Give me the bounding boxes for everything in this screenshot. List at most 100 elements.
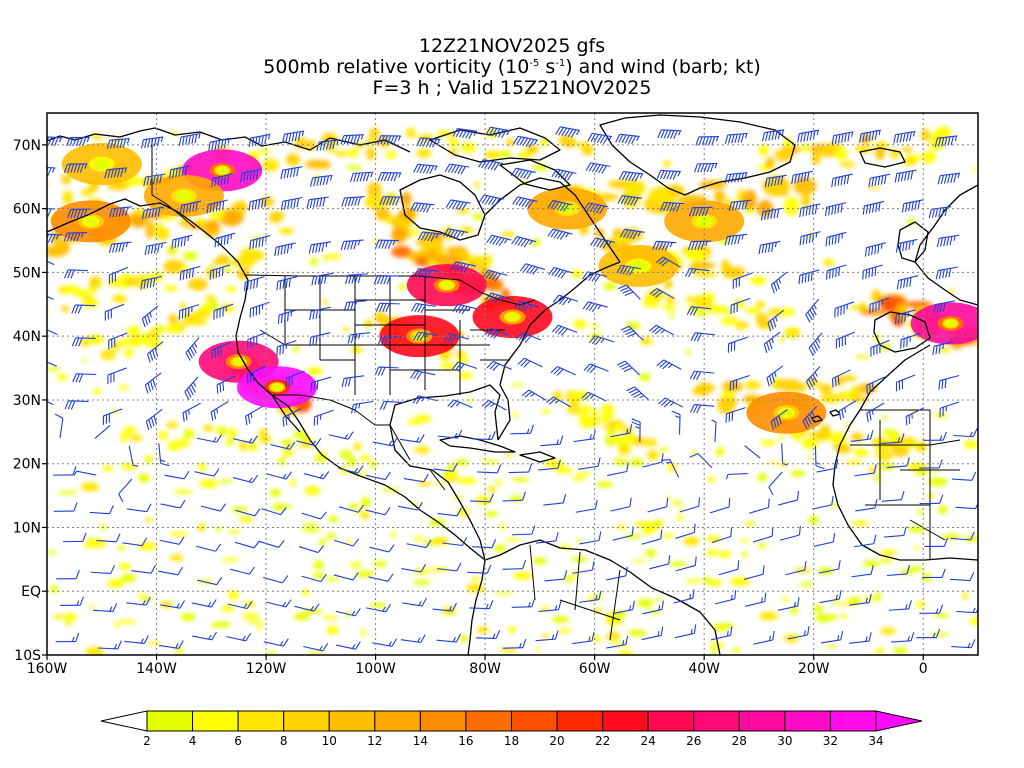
vorticity-cell (601, 424, 616, 430)
wind-barb (227, 600, 253, 610)
wind-barb (333, 538, 360, 547)
vorticity-cell (58, 238, 71, 255)
colorbar-label: 20 (549, 734, 564, 748)
vorticity-cell (572, 476, 586, 481)
vorticity-cell (194, 218, 206, 226)
vorticity-cell (198, 462, 206, 472)
vorticity-cell (210, 210, 225, 220)
wind-barb (851, 565, 874, 578)
vorticity-cell (311, 572, 326, 579)
vorticity-cell (117, 545, 126, 551)
vorticity-cell (882, 429, 898, 436)
vorticity-cell (182, 251, 198, 261)
wind-barb (159, 536, 185, 545)
vorticity-cell (719, 550, 732, 558)
coastline-europe-north (914, 184, 978, 306)
vorticity-cell (443, 476, 451, 484)
vorticity-cell (891, 447, 910, 457)
colorbar-under-triangle (100, 710, 148, 732)
wind-barb (335, 641, 361, 650)
vorticity-cell (532, 557, 547, 565)
vorticity-cell (493, 591, 514, 595)
wind-barb (787, 626, 810, 640)
state-lines-central (355, 276, 460, 395)
vorticity-cell (356, 509, 363, 515)
vorticity-cell (826, 644, 838, 649)
vorticity-cell (174, 647, 184, 654)
vorticity-cell (779, 461, 788, 468)
wind-barb (301, 511, 327, 520)
vorticity-max-11 (780, 408, 793, 417)
wind-barb (160, 600, 185, 609)
vorticity-cell (579, 405, 593, 413)
colorbar-label: 28 (732, 734, 747, 748)
wind-barb (397, 502, 423, 511)
vorticity-cell (471, 576, 480, 581)
vorticity-cell (525, 144, 539, 155)
wind-barb (579, 590, 602, 603)
wind-barb (158, 566, 184, 576)
vorticity-cell (486, 486, 497, 493)
vorticity-cell (187, 277, 208, 291)
wind-barb (642, 600, 664, 615)
wind-barb (437, 507, 462, 517)
vorticity-cell (417, 481, 432, 487)
vorticity-cell (558, 628, 571, 634)
vorticity-cell (373, 311, 386, 321)
wind-barb (924, 537, 949, 547)
vorticity-cell (180, 613, 196, 622)
vorticity-cell (790, 383, 807, 392)
vorticity-cell (281, 438, 294, 447)
vorticity-cell (655, 519, 663, 528)
vorticity-cell (372, 560, 388, 567)
colorbar-segment (237, 710, 285, 732)
wind-barb (294, 603, 320, 612)
vorticity-cell (642, 524, 658, 532)
vorticity-cell (269, 211, 285, 220)
wind-barb (159, 640, 184, 649)
vorticity-cell (323, 298, 328, 306)
vorticity-cell (685, 350, 692, 355)
vorticity-cell (934, 126, 952, 139)
wind-barb (333, 572, 359, 581)
vorticity-cell (879, 558, 894, 564)
colorbar-segments (100, 710, 923, 732)
vorticity-cell (334, 150, 348, 157)
vorticity-cell (501, 231, 515, 238)
vorticity-cell (606, 427, 616, 436)
wind-barb (126, 503, 152, 513)
vorticity-cell (555, 467, 573, 474)
vorticity-cell (506, 138, 515, 146)
vorticity-cell (349, 561, 362, 568)
vorticity-cell (541, 408, 551, 414)
wind-barb (298, 545, 325, 554)
vorticity-cell (361, 511, 370, 520)
wind-barb (338, 504, 365, 513)
vorticity-cell (457, 477, 477, 485)
vorticity-cell (146, 641, 163, 645)
vorticity-cell (366, 147, 376, 161)
wind-barb (368, 573, 394, 582)
wind-barb (753, 630, 775, 645)
wind-barb (511, 525, 536, 536)
vorticity-cell (85, 646, 104, 655)
colorbar-segment (738, 710, 786, 732)
wind-barb (579, 531, 602, 545)
vorticity-cell (292, 346, 300, 352)
vorticity-cell (194, 309, 212, 319)
vorticity-cell (793, 177, 817, 196)
vorticity-cell (95, 283, 103, 288)
vorticity-cell (360, 454, 370, 462)
vorticity-cell (500, 522, 505, 531)
vorticity-cell (448, 463, 455, 471)
vorticity-cell (709, 642, 725, 649)
vorticity-max-7 (506, 312, 519, 322)
vorticity-cell (778, 307, 796, 317)
vorticity-cell (934, 613, 950, 618)
vorticity-cell (81, 359, 88, 363)
vorticity-cell (414, 568, 431, 575)
vorticity-cell (877, 463, 896, 470)
vorticity-cell (219, 210, 243, 227)
vorticity-cell (866, 186, 881, 190)
plot-title-block: 12Z21NOV2025 gfs 500mb relative vorticit… (0, 36, 1024, 99)
